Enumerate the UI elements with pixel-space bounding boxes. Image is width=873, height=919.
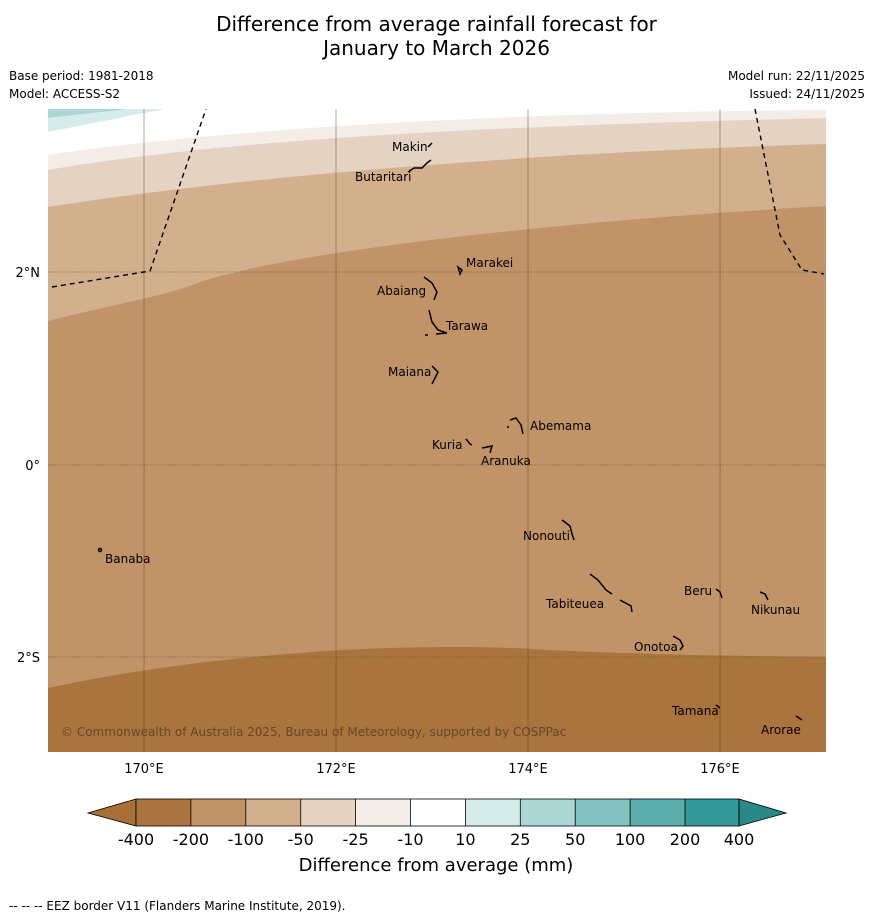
label-aranuka: Aranuka <box>481 454 531 468</box>
legend-box-neg100-50 <box>245 799 301 826</box>
legend-tick: 400 <box>724 830 755 849</box>
eez-footnote: -- -- -- EEZ border V11 (Flanders Marine… <box>9 899 346 913</box>
graticule <box>48 109 826 752</box>
title-line-1: Difference from average rainfall forecas… <box>216 12 657 36</box>
island-aranuka-shape <box>481 445 494 454</box>
island-labels: Makin Butaritari Marakei Abaiang Tarawa … <box>105 140 801 737</box>
legend-colorbar <box>86 798 788 827</box>
label-kuria: Kuria <box>432 438 463 452</box>
island-butaritari-shape <box>407 159 432 173</box>
island-kuria-shape <box>465 438 473 446</box>
island-marakei-shape <box>456 265 463 277</box>
island-maiana-shape <box>431 365 439 385</box>
label-nikunau: Nikunau <box>751 603 800 617</box>
title-line-2: January to March 2026 <box>323 36 550 60</box>
zone-neg400-200 <box>48 646 826 752</box>
island-nonouti-shape <box>561 519 575 541</box>
legend-box-neg200-100 <box>190 799 246 826</box>
lat-label-2n: 2°N <box>16 266 41 281</box>
copyright-notice: © Commonwealth of Australia 2025, Bureau… <box>61 725 566 739</box>
island-arorae-shape <box>795 715 803 721</box>
lon-label-172e: 172°E <box>316 762 356 777</box>
legend-box-pos100-200 <box>630 799 685 826</box>
eez-border-east <box>754 109 825 275</box>
axis-labels: 170°E 172°E 174°E 176°E 2°N 0° 2°S <box>16 266 740 777</box>
island-makin-shape <box>427 142 433 148</box>
island-tamana-shape <box>715 704 721 709</box>
island-nikunau-shape <box>759 591 769 601</box>
legend-tick: -10 <box>397 830 423 849</box>
issued-date: Issued: 24/11/2025 <box>749 87 865 101</box>
legend-box-neutral <box>410 799 466 826</box>
island-abaiang-shape <box>423 276 438 301</box>
label-onotoa: Onotoa <box>634 640 678 654</box>
model-run: Model run: 22/11/2025 <box>727 69 865 83</box>
legend-tick: 200 <box>670 830 701 849</box>
legend-box-neg400-200 <box>136 799 191 826</box>
meta-left: Base period: 1981-2018 Model: ACCESS-S2 <box>9 67 154 103</box>
lon-label-170e: 170°E <box>124 762 164 777</box>
legend-box-pos50-100 <box>575 799 631 826</box>
legend-tick: -50 <box>288 830 314 849</box>
zone-pos10-25 <box>48 109 165 132</box>
lat-label-2s: 2°S <box>17 651 40 666</box>
legend-box-pos10-25 <box>465 799 521 826</box>
island-abemama-shape <box>507 417 524 435</box>
label-makin: Makin <box>392 140 428 154</box>
label-beru: Beru <box>684 584 712 598</box>
legend-box-neg25-10 <box>355 799 411 826</box>
legend-tick: -100 <box>228 830 264 849</box>
meta-right: Model run: 22/11/2025 Issued: 24/11/2025 <box>728 67 865 103</box>
lon-label-176e: 176°E <box>700 762 740 777</box>
lat-label-0: 0° <box>25 459 40 474</box>
island-banaba-shape <box>97 547 103 553</box>
zone-neg200-100 <box>48 206 826 752</box>
legend-title: Difference from average (mm) <box>299 855 574 876</box>
legend-ticks: -400 -200 -100 -50 -25 -10 10 25 50 100 … <box>118 830 754 849</box>
base-period: Base period: 1981-2018 <box>9 69 154 83</box>
island-tarawa-shape <box>425 309 448 336</box>
label-tamana: Tamana <box>671 704 719 718</box>
label-tarawa: Tarawa <box>445 319 488 333</box>
island-onotoa-shape <box>672 635 684 651</box>
legend-tick: 25 <box>510 830 530 849</box>
model-name: Model: ACCESS-S2 <box>9 87 121 101</box>
legend-tick: 50 <box>565 830 585 849</box>
island-outlines <box>97 142 803 721</box>
eez-border <box>51 109 825 288</box>
label-abemama: Abemama <box>530 419 591 433</box>
chart-title: Difference from average rainfall forecas… <box>0 12 873 60</box>
legend-tick: -200 <box>173 830 209 849</box>
legend-frame <box>135 798 740 827</box>
island-beru-shape <box>715 588 723 599</box>
label-tabiteuea: Tabiteuea <box>545 597 604 611</box>
legend-box-pos200-400 <box>685 799 739 826</box>
label-nonouti: Nonouti <box>523 529 570 543</box>
lon-label-174e: 174°E <box>508 762 548 777</box>
label-banaba: Banaba <box>105 552 151 566</box>
label-arorae: Arorae <box>761 723 801 737</box>
map-panel: Makin Butaritari Marakei Abaiang Tarawa … <box>48 109 826 752</box>
legend-dividers <box>190 799 686 826</box>
legend-tick: 10 <box>455 830 475 849</box>
eez-border-west <box>51 109 207 288</box>
label-butaritari: Butaritari <box>355 170 412 184</box>
legend-arrow-low <box>86 798 137 827</box>
legend-tick: -400 <box>118 830 154 849</box>
island-tabiteuea-shape <box>589 573 633 613</box>
label-marakei: Marakei <box>466 256 513 270</box>
legend-tick: -25 <box>343 830 369 849</box>
legend-box-neg50-25 <box>300 799 356 826</box>
legend-box-pos25-50 <box>520 799 576 826</box>
label-maiana: Maiana <box>388 365 431 379</box>
label-abaiang: Abaiang <box>377 284 426 298</box>
legend-tick: 100 <box>615 830 646 849</box>
legend-arrow-high <box>738 798 788 827</box>
